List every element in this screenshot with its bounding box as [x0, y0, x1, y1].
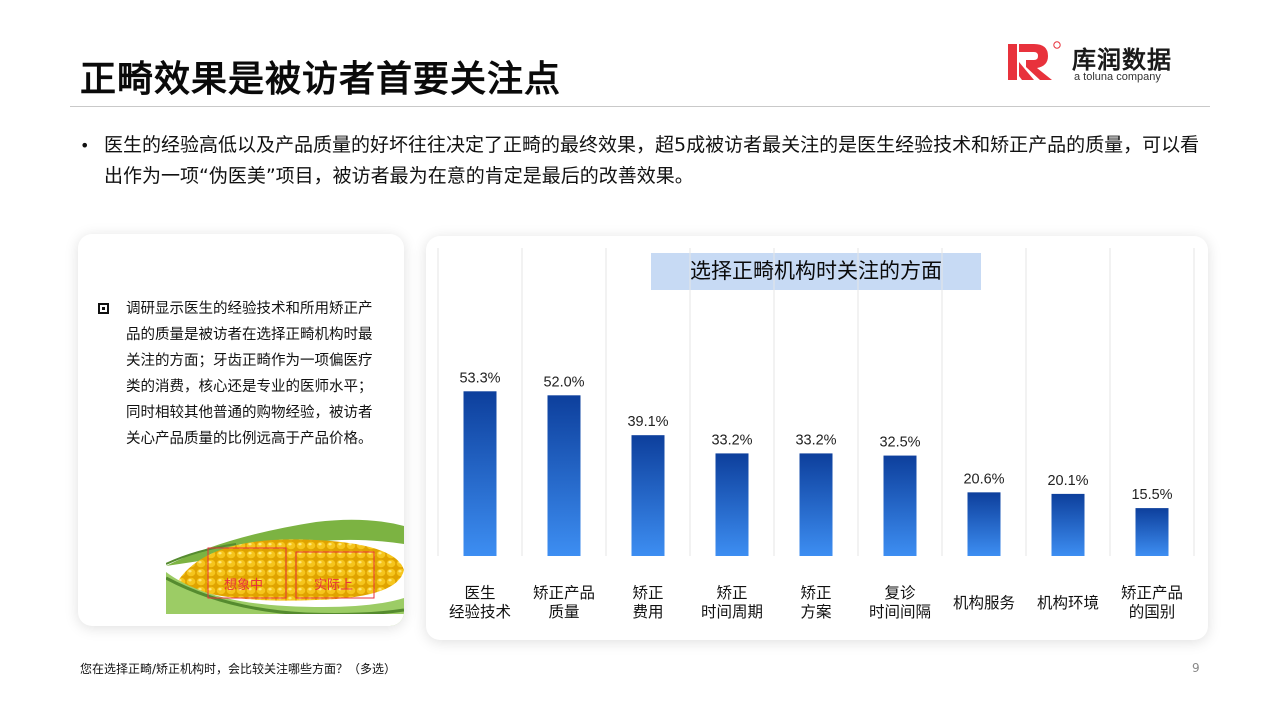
category-label: 矫正	[632, 584, 663, 602]
category-label: 方案	[800, 603, 832, 621]
logo-name: 库润数据	[1072, 46, 1172, 74]
data-label: 20.6%	[963, 471, 1004, 487]
category-label: 医生	[464, 584, 495, 602]
category-label: 机构环境	[1037, 593, 1099, 612]
summary-bullet: •	[80, 136, 90, 155]
data-label: 32.5%	[879, 435, 920, 451]
company-logo: 库润数据 a toluna company	[1006, 40, 1186, 86]
category-label: 矫正产品	[533, 584, 595, 602]
category-label: 的国别	[1129, 603, 1176, 621]
bar	[967, 492, 1001, 556]
category-label: 矫正	[716, 584, 747, 602]
bar	[715, 453, 749, 556]
logo-tagline: a toluna company	[1074, 71, 1161, 83]
chart-card: 选择正畸机构时关注的方面 53.3% 医生 经验技术 52.0% 矫正产品 质量 39.1%…	[426, 236, 1208, 640]
page-title: 正畸效果是被访者首要关注点	[80, 59, 562, 100]
data-label: 53.3%	[459, 370, 500, 386]
page-number: 9	[1192, 661, 1200, 675]
bar	[799, 453, 833, 556]
corn-label-actual: 实际上	[314, 578, 353, 593]
data-label: 20.1%	[1047, 473, 1088, 489]
data-label: 33.2%	[795, 432, 836, 448]
data-label: 33.2%	[711, 432, 752, 448]
bar-chart: 53.3%医生经验技术52.0%矫正产品质量39.1%矫正费用33.2%矫正时间…	[437, 248, 1195, 621]
data-label: 39.1%	[627, 414, 668, 430]
bar	[631, 435, 665, 556]
category-label: 复诊	[884, 584, 916, 602]
insight-text: 调研显示医生的经验技术和所用矫正产品的质量是被访者在选择正畸机构时最关注的方面；…	[126, 301, 373, 447]
checkbox-bullet-icon	[98, 303, 109, 314]
bar	[883, 455, 917, 556]
bar	[463, 391, 497, 556]
insight-card: 调研显示医生的经验技术和所用矫正产品的质量是被访者在选择正畸机构时最关注的方面；…	[78, 234, 404, 626]
corn-image: 想象中 实际上	[166, 519, 404, 626]
category-label: 质量	[548, 603, 579, 621]
survey-question-footnote: 您在选择正畸/矫正机构时，会比较关注哪些方面？（多选）	[80, 662, 397, 676]
bar	[1135, 508, 1169, 556]
logo-mark-icon	[1008, 41, 1061, 80]
chart-title: 选择正畸机构时关注的方面	[651, 253, 981, 290]
corn-label-imagined: 想象中	[224, 577, 263, 593]
data-label: 52.0%	[543, 374, 584, 390]
category-label: 费用	[632, 603, 663, 621]
data-label: 15.5%	[1131, 487, 1172, 503]
summary-text: 医生的经验高低以及产品质量的好坏往往决定了正畸的最终效果，超5成被访者最关注的是…	[104, 134, 1200, 187]
bar	[547, 395, 581, 556]
category-label: 机构服务	[953, 594, 1015, 612]
category-label: 时间间隔	[869, 603, 931, 621]
category-label: 矫正	[800, 584, 831, 602]
bar	[1051, 493, 1085, 556]
category-label: 矫正产品	[1121, 584, 1183, 602]
summary-paragraph: • 医生的经验高低以及产品质量的好坏往往决定了正畸的最终效果，超5成被访者最关注…	[80, 130, 1200, 192]
category-label: 经验技术	[449, 603, 511, 621]
title-divider	[70, 106, 1210, 107]
category-label: 时间周期	[701, 603, 763, 621]
